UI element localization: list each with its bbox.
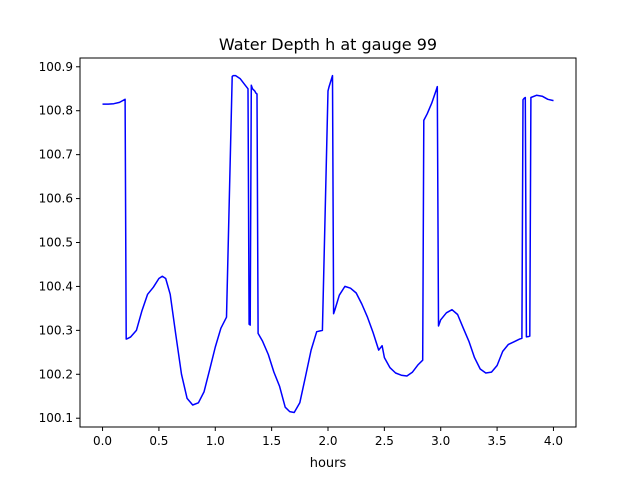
x-tick-label: 4.0	[544, 434, 563, 448]
x-tick-label: 0.0	[93, 434, 112, 448]
x-tick-label: 3.5	[488, 434, 507, 448]
y-axis: 100.1 100.2 100.3 100.4 100.5 100.6 100.7 100.8…	[39, 60, 80, 425]
y-tick-label: 100.7	[39, 148, 73, 162]
y-tick-label: 100.5	[39, 236, 73, 250]
y-tick-label: 100.1	[39, 411, 73, 425]
x-tick-label: 2.5	[375, 434, 394, 448]
x-tick-label: 3.0	[431, 434, 450, 448]
x-tick-label: 0.5	[149, 434, 168, 448]
x-axis-label: hours	[310, 456, 347, 471]
y-tick-label: 100.3	[39, 323, 73, 337]
series-line	[102, 74, 554, 414]
y-tick-label: 100.2	[39, 367, 73, 381]
y-tick-label: 100.9	[39, 60, 73, 74]
chart-title: Water Depth h at gauge 99	[219, 35, 437, 54]
y-tick-label: 100.6	[39, 192, 73, 206]
x-tick-label: 1.0	[206, 434, 225, 448]
x-tick-label: 1.5	[262, 434, 281, 448]
x-tick-label: 2.0	[318, 434, 337, 448]
y-tick-label: 100.4	[39, 279, 73, 293]
axes-frame	[79, 57, 577, 428]
y-tick-label: 100.8	[39, 104, 73, 118]
plot-area	[102, 74, 554, 414]
x-axis: 0.0 0.5 1.0 1.5 2.0 2.5 3.0 3.5 4.0	[93, 427, 563, 448]
